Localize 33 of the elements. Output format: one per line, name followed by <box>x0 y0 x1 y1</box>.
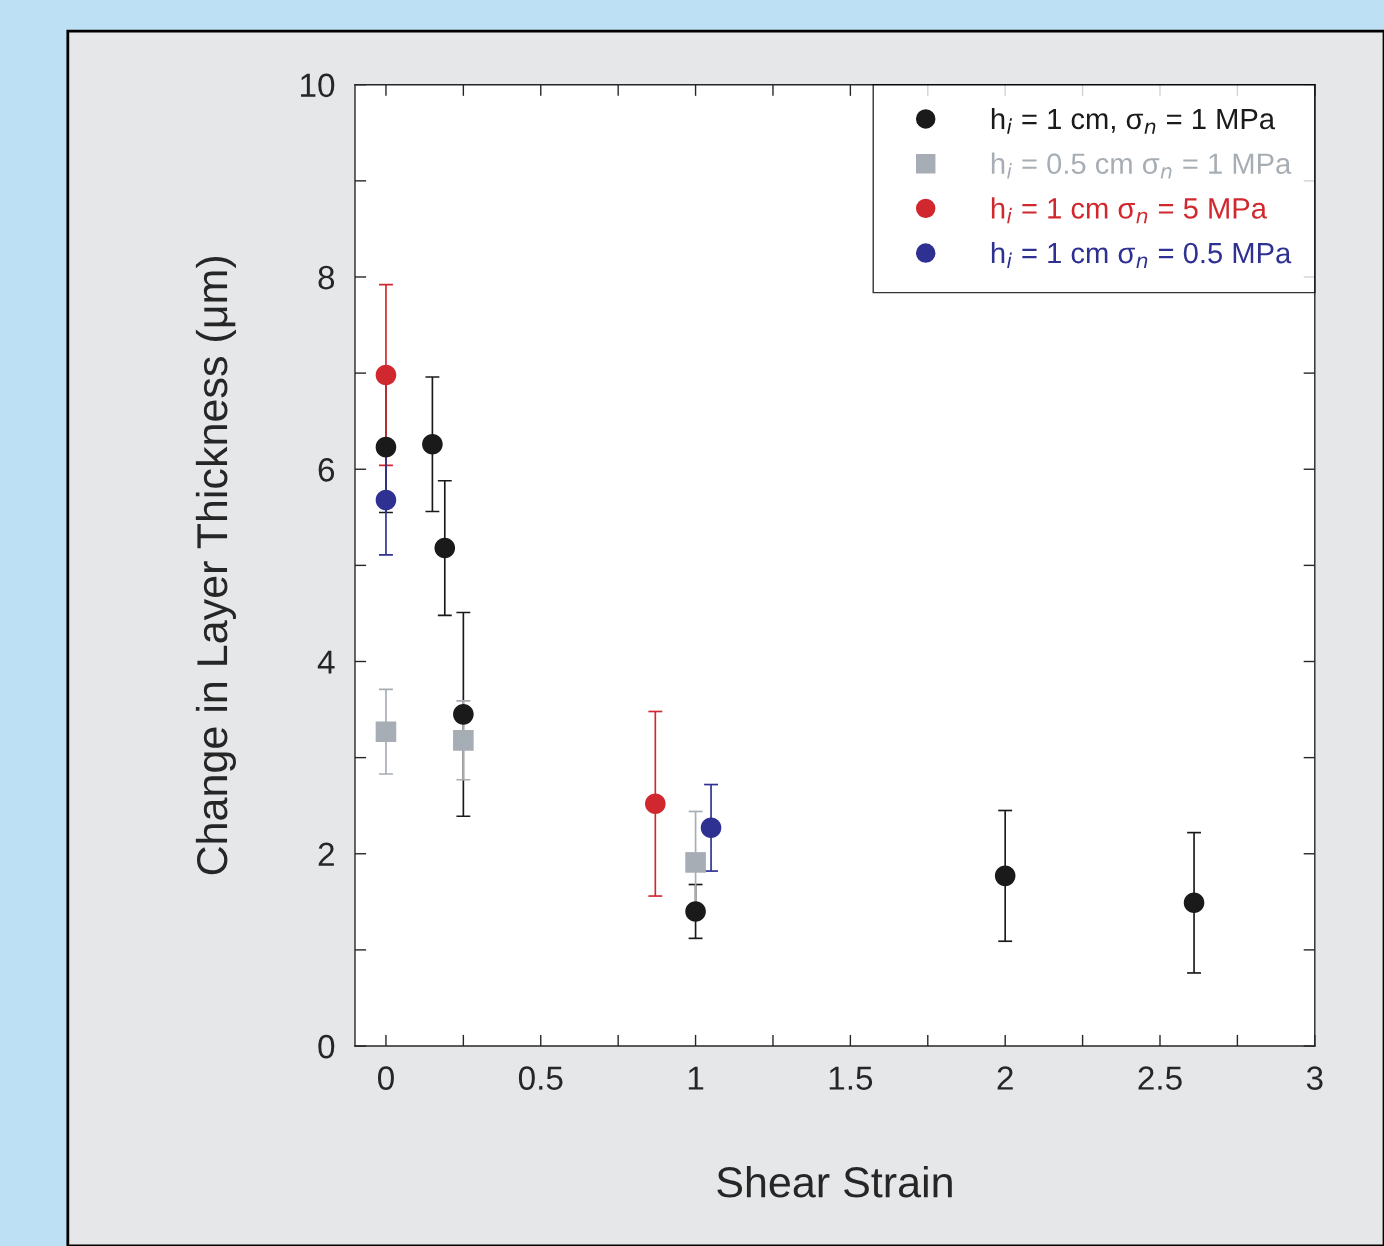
y-tick-label: 10 <box>301 73 335 98</box>
x-tick-label: 3 <box>1306 1066 1323 1090</box>
x-tick-label: 2.5 <box>1138 1066 1182 1090</box>
point <box>994 865 1016 887</box>
legend-label: h$_{i}$ = 0.5 cm σ$_{n}$ = 1 MPa <box>991 152 1292 179</box>
point <box>375 436 397 458</box>
x-tick-label: 1.5 <box>829 1066 873 1090</box>
y-axis-title: Change in Layer Thickness (μm) <box>195 256 236 875</box>
x-axis-title: Shear Strain <box>717 1165 952 1198</box>
x-tick-label: 2 <box>997 1066 1013 1090</box>
point <box>453 704 474 725</box>
point <box>375 489 397 511</box>
x-tick-label: 1 <box>688 1066 704 1090</box>
y-tick-label: 0 <box>318 1034 335 1059</box>
y-tick-label: 4 <box>317 650 335 674</box>
y-tick-label: 2 <box>318 842 334 866</box>
point <box>375 364 397 386</box>
point <box>1183 892 1205 914</box>
x-tick-label: 0 <box>377 1066 394 1090</box>
legend-label: h$_{i}$ = 1 cm, σ$_{n}$ = 1 MPa <box>991 107 1276 134</box>
point <box>375 721 397 742</box>
point <box>645 793 666 815</box>
point <box>700 817 722 839</box>
point <box>422 433 443 455</box>
x-tick-label: 0.5 <box>518 1066 563 1090</box>
point <box>685 852 706 873</box>
legend-label: h$_{i}$ = 1 cm σ$_{n}$ = 5 MPa <box>991 197 1267 224</box>
point <box>434 537 456 559</box>
y-tick-label: 6 <box>318 458 335 482</box>
legend-label: h$_{i}$ = 1 cm σ$_{n}$ = 0.5 MPa <box>991 241 1292 268</box>
point <box>453 730 474 751</box>
point <box>685 901 706 922</box>
y-tick-label: 8 <box>318 265 335 290</box>
